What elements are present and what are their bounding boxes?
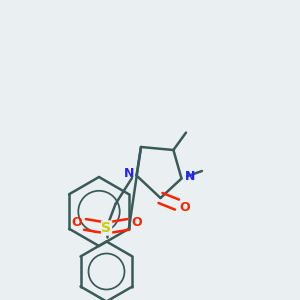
Text: O: O <box>179 201 190 214</box>
Text: N: N <box>184 169 195 183</box>
Text: O: O <box>71 216 82 230</box>
Text: S: S <box>101 221 112 235</box>
Text: O: O <box>131 216 142 230</box>
Text: N: N <box>124 167 134 180</box>
